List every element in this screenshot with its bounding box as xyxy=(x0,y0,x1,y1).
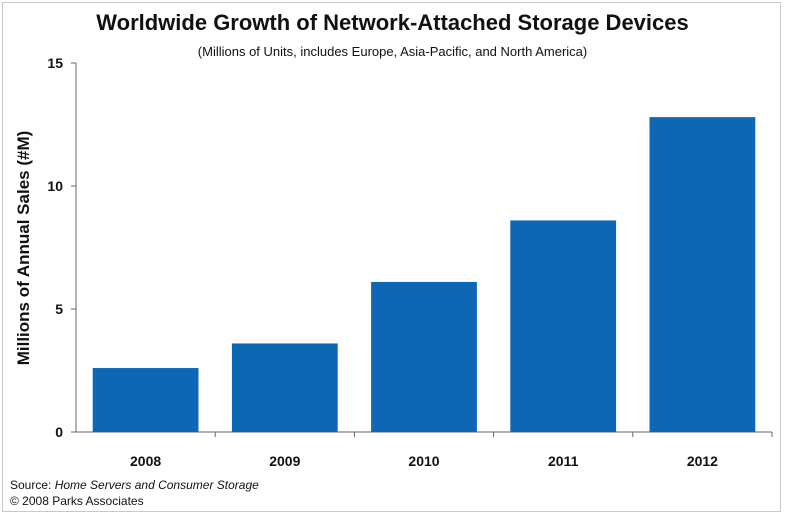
x-tick-label: 2008 xyxy=(130,453,161,469)
x-tick-label: 2009 xyxy=(269,453,300,469)
chart-subtitle: (Millions of Units, includes Europe, Asi… xyxy=(197,44,588,59)
y-tick-label: 15 xyxy=(47,55,63,71)
copyright-note: © 2008 Parks Associates xyxy=(10,494,144,508)
x-tick-label: 2011 xyxy=(548,453,579,469)
x-tick-labels: 2008 2009 2010 2011 2012 xyxy=(130,432,773,469)
x-tick-label: 2010 xyxy=(408,453,439,469)
y-tick-label: 5 xyxy=(55,301,63,317)
y-tick-label: 10 xyxy=(47,178,63,194)
bar-2008 xyxy=(92,368,199,432)
bar-2009 xyxy=(231,343,338,432)
bar-2011 xyxy=(510,220,617,432)
bar-2010 xyxy=(371,281,477,432)
source-prefix: Source: xyxy=(10,478,52,492)
source-note: Source: Home Servers and Consumer Storag… xyxy=(10,478,259,492)
y-tick-label: 0 xyxy=(55,424,63,440)
y-ticks: 0 5 10 15 xyxy=(47,55,76,440)
source-text: Home Servers and Consumer Storage xyxy=(54,478,259,492)
chart-title: Worldwide Growth of Network-Attached Sto… xyxy=(96,10,689,35)
bar-2012 xyxy=(649,117,756,433)
x-tick-label: 2012 xyxy=(687,453,718,469)
bars xyxy=(92,117,756,433)
